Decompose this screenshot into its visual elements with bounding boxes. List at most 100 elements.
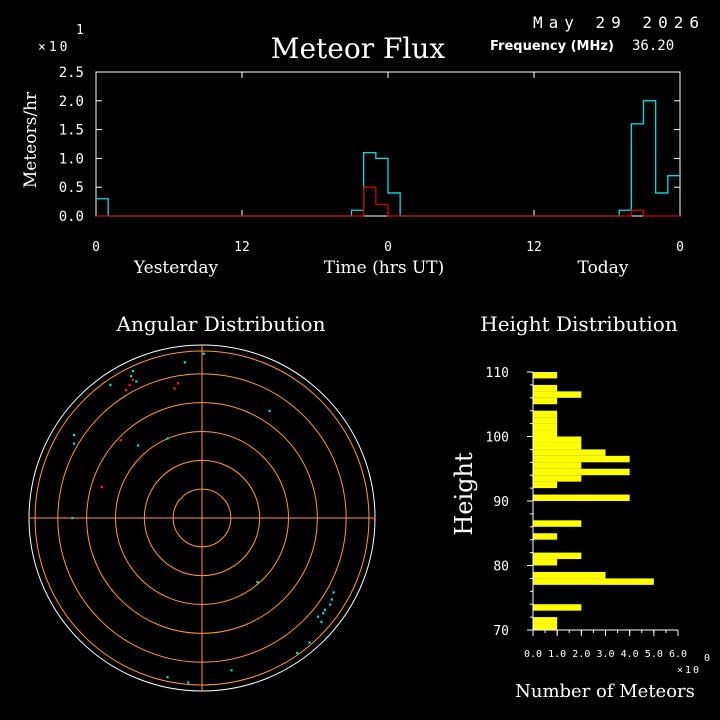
polar-point-cyan — [135, 380, 138, 383]
flux-series-line-1 — [96, 100, 680, 217]
height-bar — [533, 552, 582, 560]
height-x-tick-label: 6.0 — [669, 649, 687, 660]
polar-point-cyan — [296, 651, 299, 655]
frequency-label: Frequency (MHz) — [490, 39, 614, 54]
height-bar — [533, 623, 558, 630]
polar-point-red — [372, 517, 375, 520]
height-bar — [533, 520, 582, 527]
flux-x-tick-label: 0 — [92, 240, 100, 255]
polar-point-red — [128, 383, 131, 387]
flux-y-tick-label: 1.0 — [59, 151, 84, 167]
polar-point-cyan — [329, 603, 332, 606]
y-exponent: 1 — [76, 23, 84, 38]
angular-title: Angular Distribution — [116, 312, 326, 336]
height-bar — [533, 571, 606, 579]
height-bar — [533, 617, 558, 624]
height-bar — [533, 462, 582, 469]
polar-point-red — [173, 387, 176, 390]
height-y-tick-label: 100 — [486, 431, 509, 446]
height-x-tick-label: 3.0 — [596, 649, 614, 660]
height-x-multiplier: ×10 — [677, 665, 701, 676]
polar-point-cyan — [183, 361, 186, 364]
page-title: Meteor Flux — [271, 32, 446, 65]
height-bar — [533, 442, 582, 450]
date-label: May 29 2026 — [533, 13, 705, 32]
flux-y-tick-label: 0.0 — [59, 209, 84, 225]
height-x-tick-label: 0.0 — [524, 649, 542, 660]
flux-x-tick-label: 0 — [676, 240, 684, 255]
polar-point-cyan — [72, 433, 76, 437]
flux-y-tick-label: 1.5 — [59, 123, 84, 139]
polar-point-red — [124, 388, 128, 392]
polar-point-cyan — [202, 352, 205, 355]
height-y-tick-label: 110 — [486, 366, 509, 381]
height-distribution-chart: 110 100 90 80 70 0.0 1.0 2.0 3.0 4.0 5.0 6.0 — [486, 366, 688, 660]
height-y-axis-label: Height — [450, 452, 478, 536]
height-x-tick-label: 1.0 — [548, 649, 566, 660]
polar-point-cyan — [166, 437, 169, 440]
height-x-exponent: 0 — [704, 653, 710, 664]
polar-point-red — [131, 378, 135, 381]
polar-point-cyan — [322, 612, 325, 615]
polar-point-cyan — [316, 615, 320, 618]
height-y-tick-label: 90 — [493, 495, 509, 510]
polar-point-cyan — [71, 517, 74, 520]
polar-point-cyan — [187, 681, 190, 684]
height-bar — [533, 578, 654, 585]
polar-point-cyan — [166, 676, 169, 679]
height-bar — [533, 475, 582, 482]
polar-point-cyan — [268, 409, 271, 412]
polar-point-cyan — [72, 442, 76, 445]
height-x-axis-label: Number of Meteors — [515, 681, 695, 702]
height-bar — [533, 533, 558, 540]
polar-point-cyan — [323, 608, 327, 611]
height-x-tick-label: 4.0 — [621, 649, 639, 660]
polar-point-cyan — [320, 620, 323, 623]
flux-x-tick-label: 0 — [384, 240, 392, 255]
height-bar — [533, 436, 582, 443]
polar-point-cyan — [330, 598, 333, 601]
y-multiplier: ×10 — [38, 40, 70, 55]
polar-point-cyan — [130, 375, 133, 378]
polar-point-cyan — [136, 444, 140, 447]
flux-x-axis-label: Time (hrs UT) — [324, 258, 445, 278]
flux-y-tick-label: 0.5 — [59, 180, 84, 196]
flux-y-tick-label: 2.0 — [59, 94, 84, 110]
flux-day-label-today: Today — [578, 258, 629, 278]
height-y-tick-label: 80 — [493, 560, 509, 575]
frequency-value: 36.20 — [632, 38, 674, 54]
flux-y-axis-label: Meteors/hr — [21, 91, 41, 188]
height-bar — [533, 449, 606, 456]
polar-point-cyan — [308, 641, 311, 644]
height-bar — [533, 559, 558, 566]
polar-point-cyan — [109, 383, 112, 386]
height-bar — [533, 430, 558, 437]
height-x-tick-label: 5.0 — [645, 649, 663, 660]
angular-distribution-chart — [28, 344, 376, 692]
flux-day-label-yesterday: Yesterday — [133, 258, 219, 278]
height-bar — [533, 372, 558, 379]
polar-point-red — [119, 439, 123, 442]
height-bar — [533, 397, 558, 405]
height-bar — [533, 481, 558, 489]
polar-point-cyan — [230, 669, 233, 672]
polar-point-cyan — [332, 591, 335, 594]
polar-point-red — [100, 485, 104, 489]
height-bar — [533, 410, 558, 418]
polar-point-cyan — [256, 581, 259, 584]
flux-x-tick-label: 12 — [234, 240, 250, 255]
height-bar — [533, 455, 630, 463]
flux-x-tick-label: 12 — [526, 240, 542, 255]
height-y-tick-label: 70 — [493, 624, 509, 639]
height-bar — [533, 417, 558, 424]
polar-point-cyan — [131, 369, 134, 373]
flux-chart: 0.0 0.5 1.0 1.5 2.0 2.5 0 12 0 12 0 — [59, 65, 684, 255]
height-bar — [533, 423, 558, 431]
height-x-tick-label: 2.0 — [572, 649, 590, 660]
flux-y-tick-label: 2.5 — [59, 65, 84, 81]
height-bar — [533, 468, 630, 476]
flux-series-line-2 — [96, 186, 680, 217]
height-bar — [533, 604, 582, 611]
